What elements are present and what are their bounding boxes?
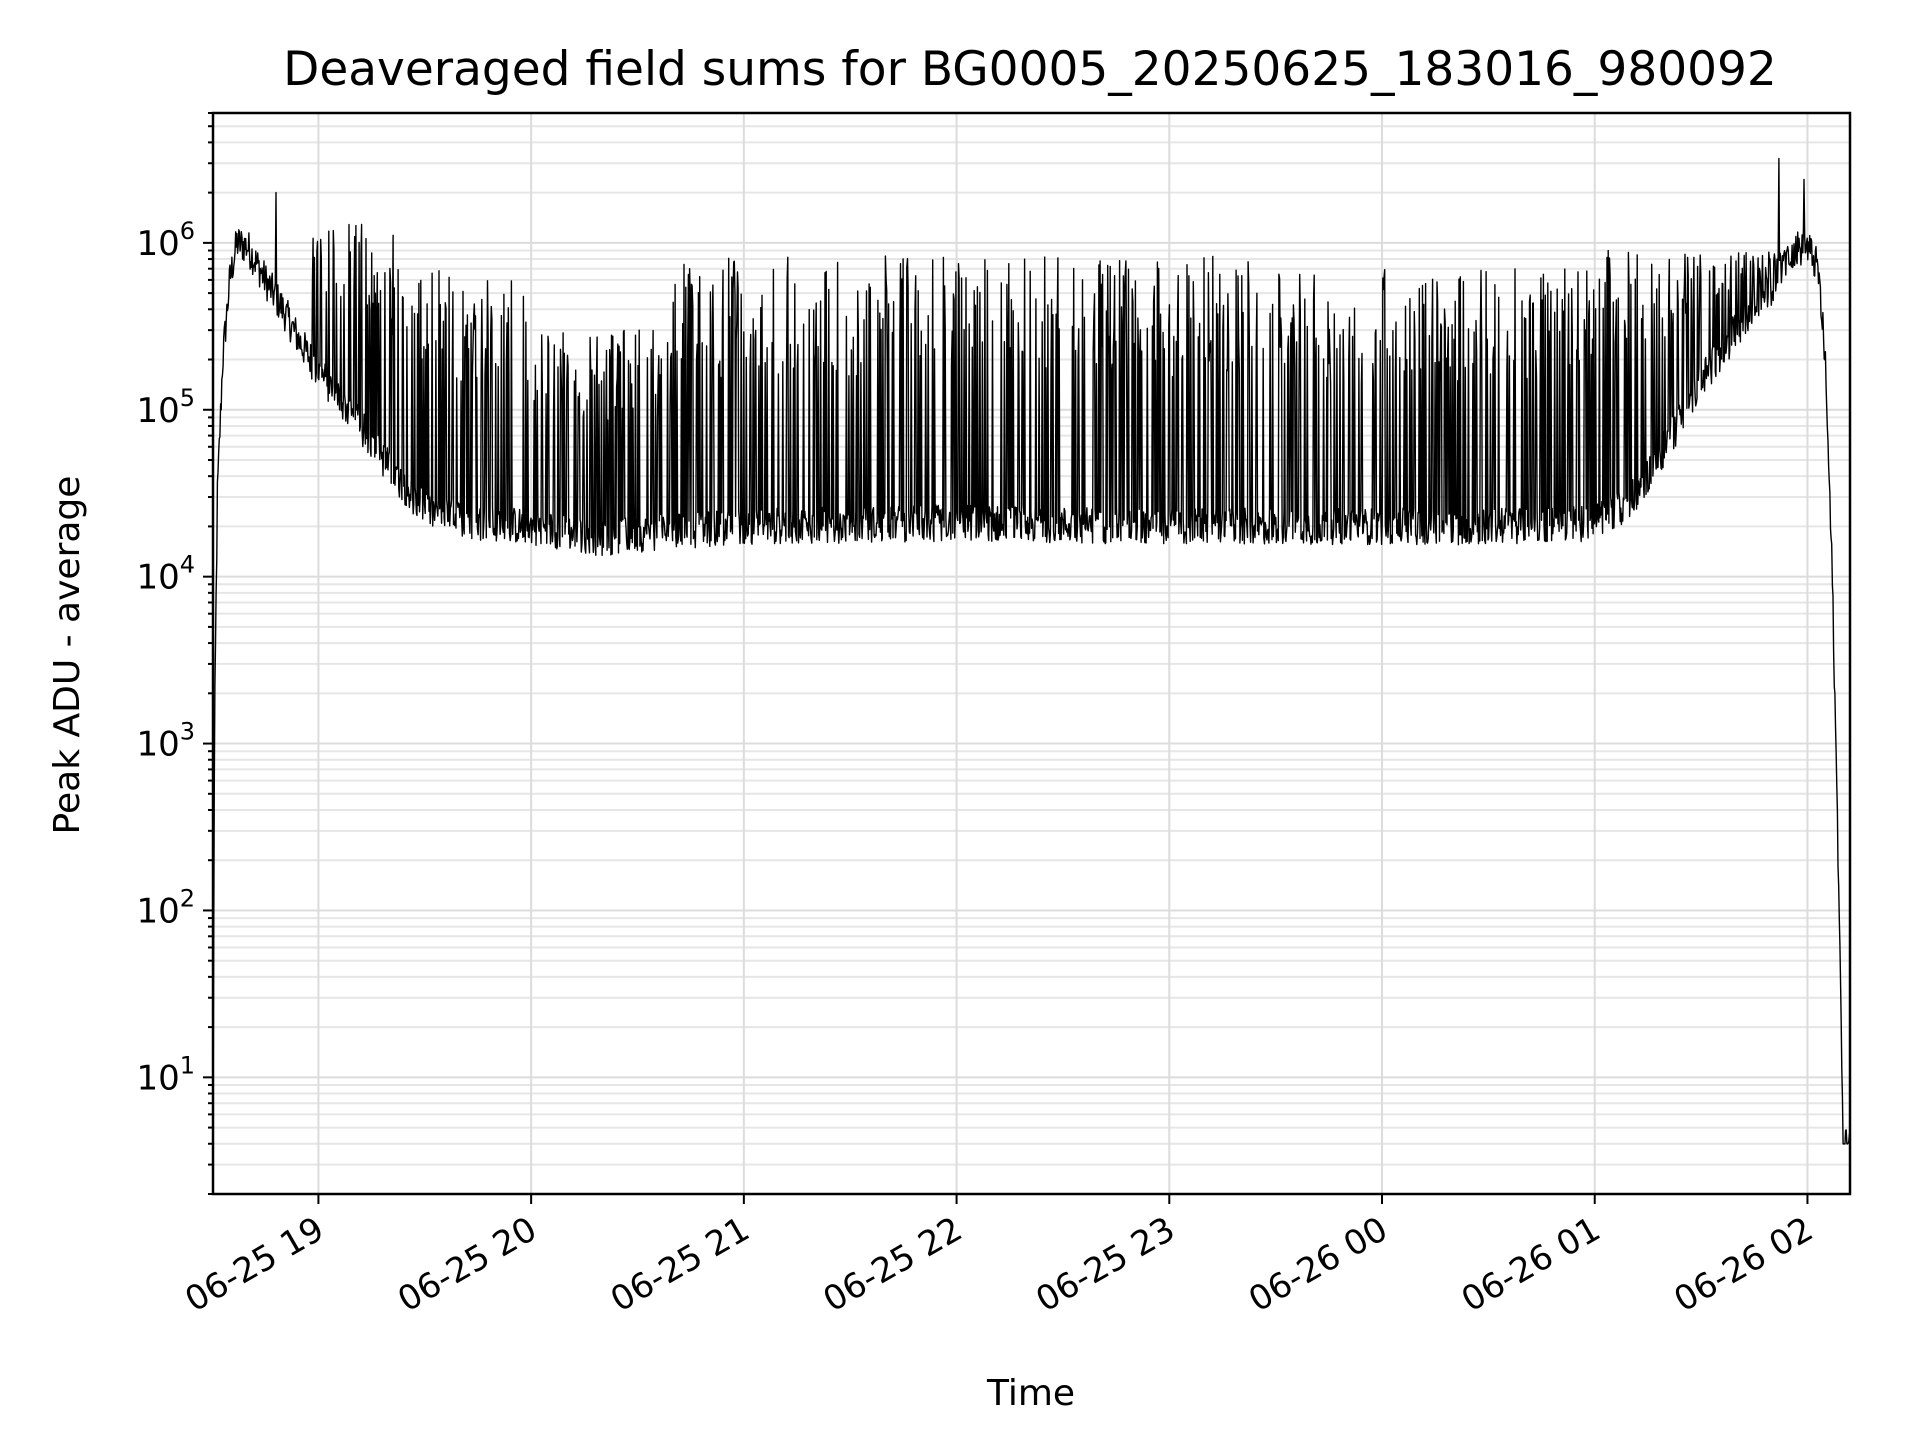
x-tick-label: 06-25 20	[391, 1209, 543, 1320]
chart-title: Deaveraged field sums for BG0005_2025062…	[283, 42, 1777, 97]
y-tick-label: 102	[136, 884, 195, 931]
x-tick-label: 06-25 23	[1029, 1209, 1181, 1320]
y-tick-label: 104	[136, 551, 195, 598]
x-tick-label: 06-26 01	[1455, 1209, 1607, 1320]
axis-ticks	[203, 112, 1809, 1204]
x-tick-label: 06-25 19	[179, 1209, 331, 1320]
y-tick-label: 101	[136, 1051, 195, 1098]
x-axis-label: Time	[986, 1373, 1075, 1414]
x-tick-label: 06-26 02	[1668, 1209, 1820, 1320]
major-grid	[213, 113, 1850, 1194]
x-tick-label: 06-26 00	[1242, 1209, 1394, 1320]
y-tick-label: 106	[136, 217, 195, 264]
x-tick-label: 06-25 22	[817, 1209, 969, 1320]
y-tick-labels: 101 102 103 104 105 106	[136, 217, 195, 1098]
x-tick-labels: 06-25 19 06-25 20 06-25 21 06-25 22 06-25 23…	[179, 1209, 1820, 1320]
minor-grid	[213, 112, 1850, 1195]
plot-frame	[211, 111, 1852, 1196]
y-axis-label: Peak ADU - average	[47, 476, 88, 835]
y-tick-label: 105	[136, 384, 195, 431]
x-tick-label: 06-25 21	[604, 1209, 756, 1320]
y-tick-label: 103	[136, 718, 195, 765]
series-line	[212, 157, 1851, 1145]
